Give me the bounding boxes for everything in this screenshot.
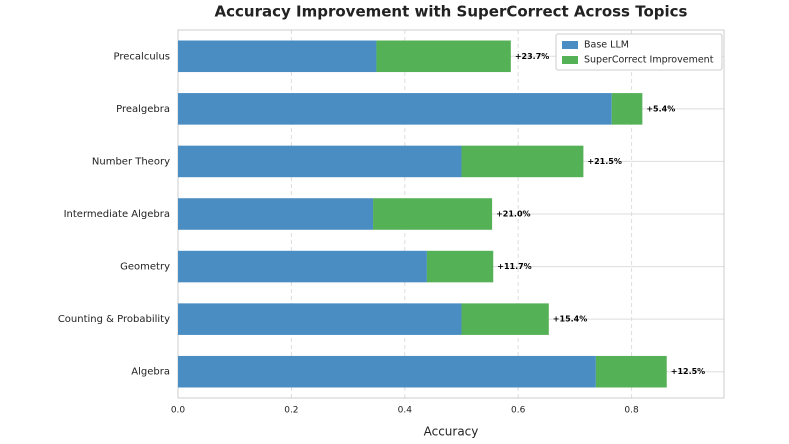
value-label: +15.4% bbox=[553, 315, 587, 324]
legend-label: SuperCorrect Improvement bbox=[584, 55, 714, 66]
legend-label: Base LLM bbox=[584, 40, 629, 51]
y-tick-label: Counting & Probability bbox=[58, 314, 170, 325]
legend-swatch bbox=[562, 56, 578, 64]
x-tick-label: 0.4 bbox=[398, 406, 413, 416]
bar bbox=[373, 198, 493, 230]
y-tick-label: Geometry bbox=[120, 262, 170, 273]
value-label: +5.4% bbox=[646, 104, 675, 113]
legend-box bbox=[555, 33, 723, 71]
bar bbox=[178, 355, 596, 388]
y-tick-label: Precalculus bbox=[114, 51, 170, 62]
bar bbox=[461, 303, 549, 335]
value-label: +21.5% bbox=[587, 157, 621, 166]
bar bbox=[178, 250, 427, 283]
y-tick-label: Algebra bbox=[131, 367, 170, 378]
value-label: +11.7% bbox=[497, 262, 531, 271]
legend-swatch bbox=[562, 41, 578, 49]
bar bbox=[178, 198, 374, 230]
x-tick-label: 0.6 bbox=[511, 406, 526, 416]
bar bbox=[178, 40, 377, 73]
legend: Base LLM SuperCorrect Improvement bbox=[555, 33, 723, 71]
bar bbox=[178, 93, 612, 125]
value-label: +21.0% bbox=[496, 210, 530, 219]
bar bbox=[461, 145, 584, 178]
y-tick-label: Prealgebra bbox=[116, 104, 170, 115]
x-tick-label: 0.0 bbox=[171, 406, 186, 416]
x-axis-label: Accuracy bbox=[424, 425, 479, 439]
chart-title: Accuracy Improvement with SuperCorrect A… bbox=[215, 3, 688, 21]
bar bbox=[595, 355, 667, 388]
y-tick-label: Intermediate Algebra bbox=[64, 209, 170, 220]
value-label: +23.7% bbox=[515, 52, 549, 61]
bar bbox=[611, 93, 643, 125]
y-tick-label: Number Theory bbox=[92, 156, 170, 167]
x-tick-label: 0.8 bbox=[624, 406, 639, 416]
bar bbox=[376, 40, 511, 73]
bar bbox=[178, 145, 462, 178]
value-label: +12.5% bbox=[671, 367, 705, 376]
bar bbox=[178, 303, 462, 335]
bar bbox=[426, 250, 494, 283]
x-tick-label: 0.2 bbox=[284, 406, 298, 416]
